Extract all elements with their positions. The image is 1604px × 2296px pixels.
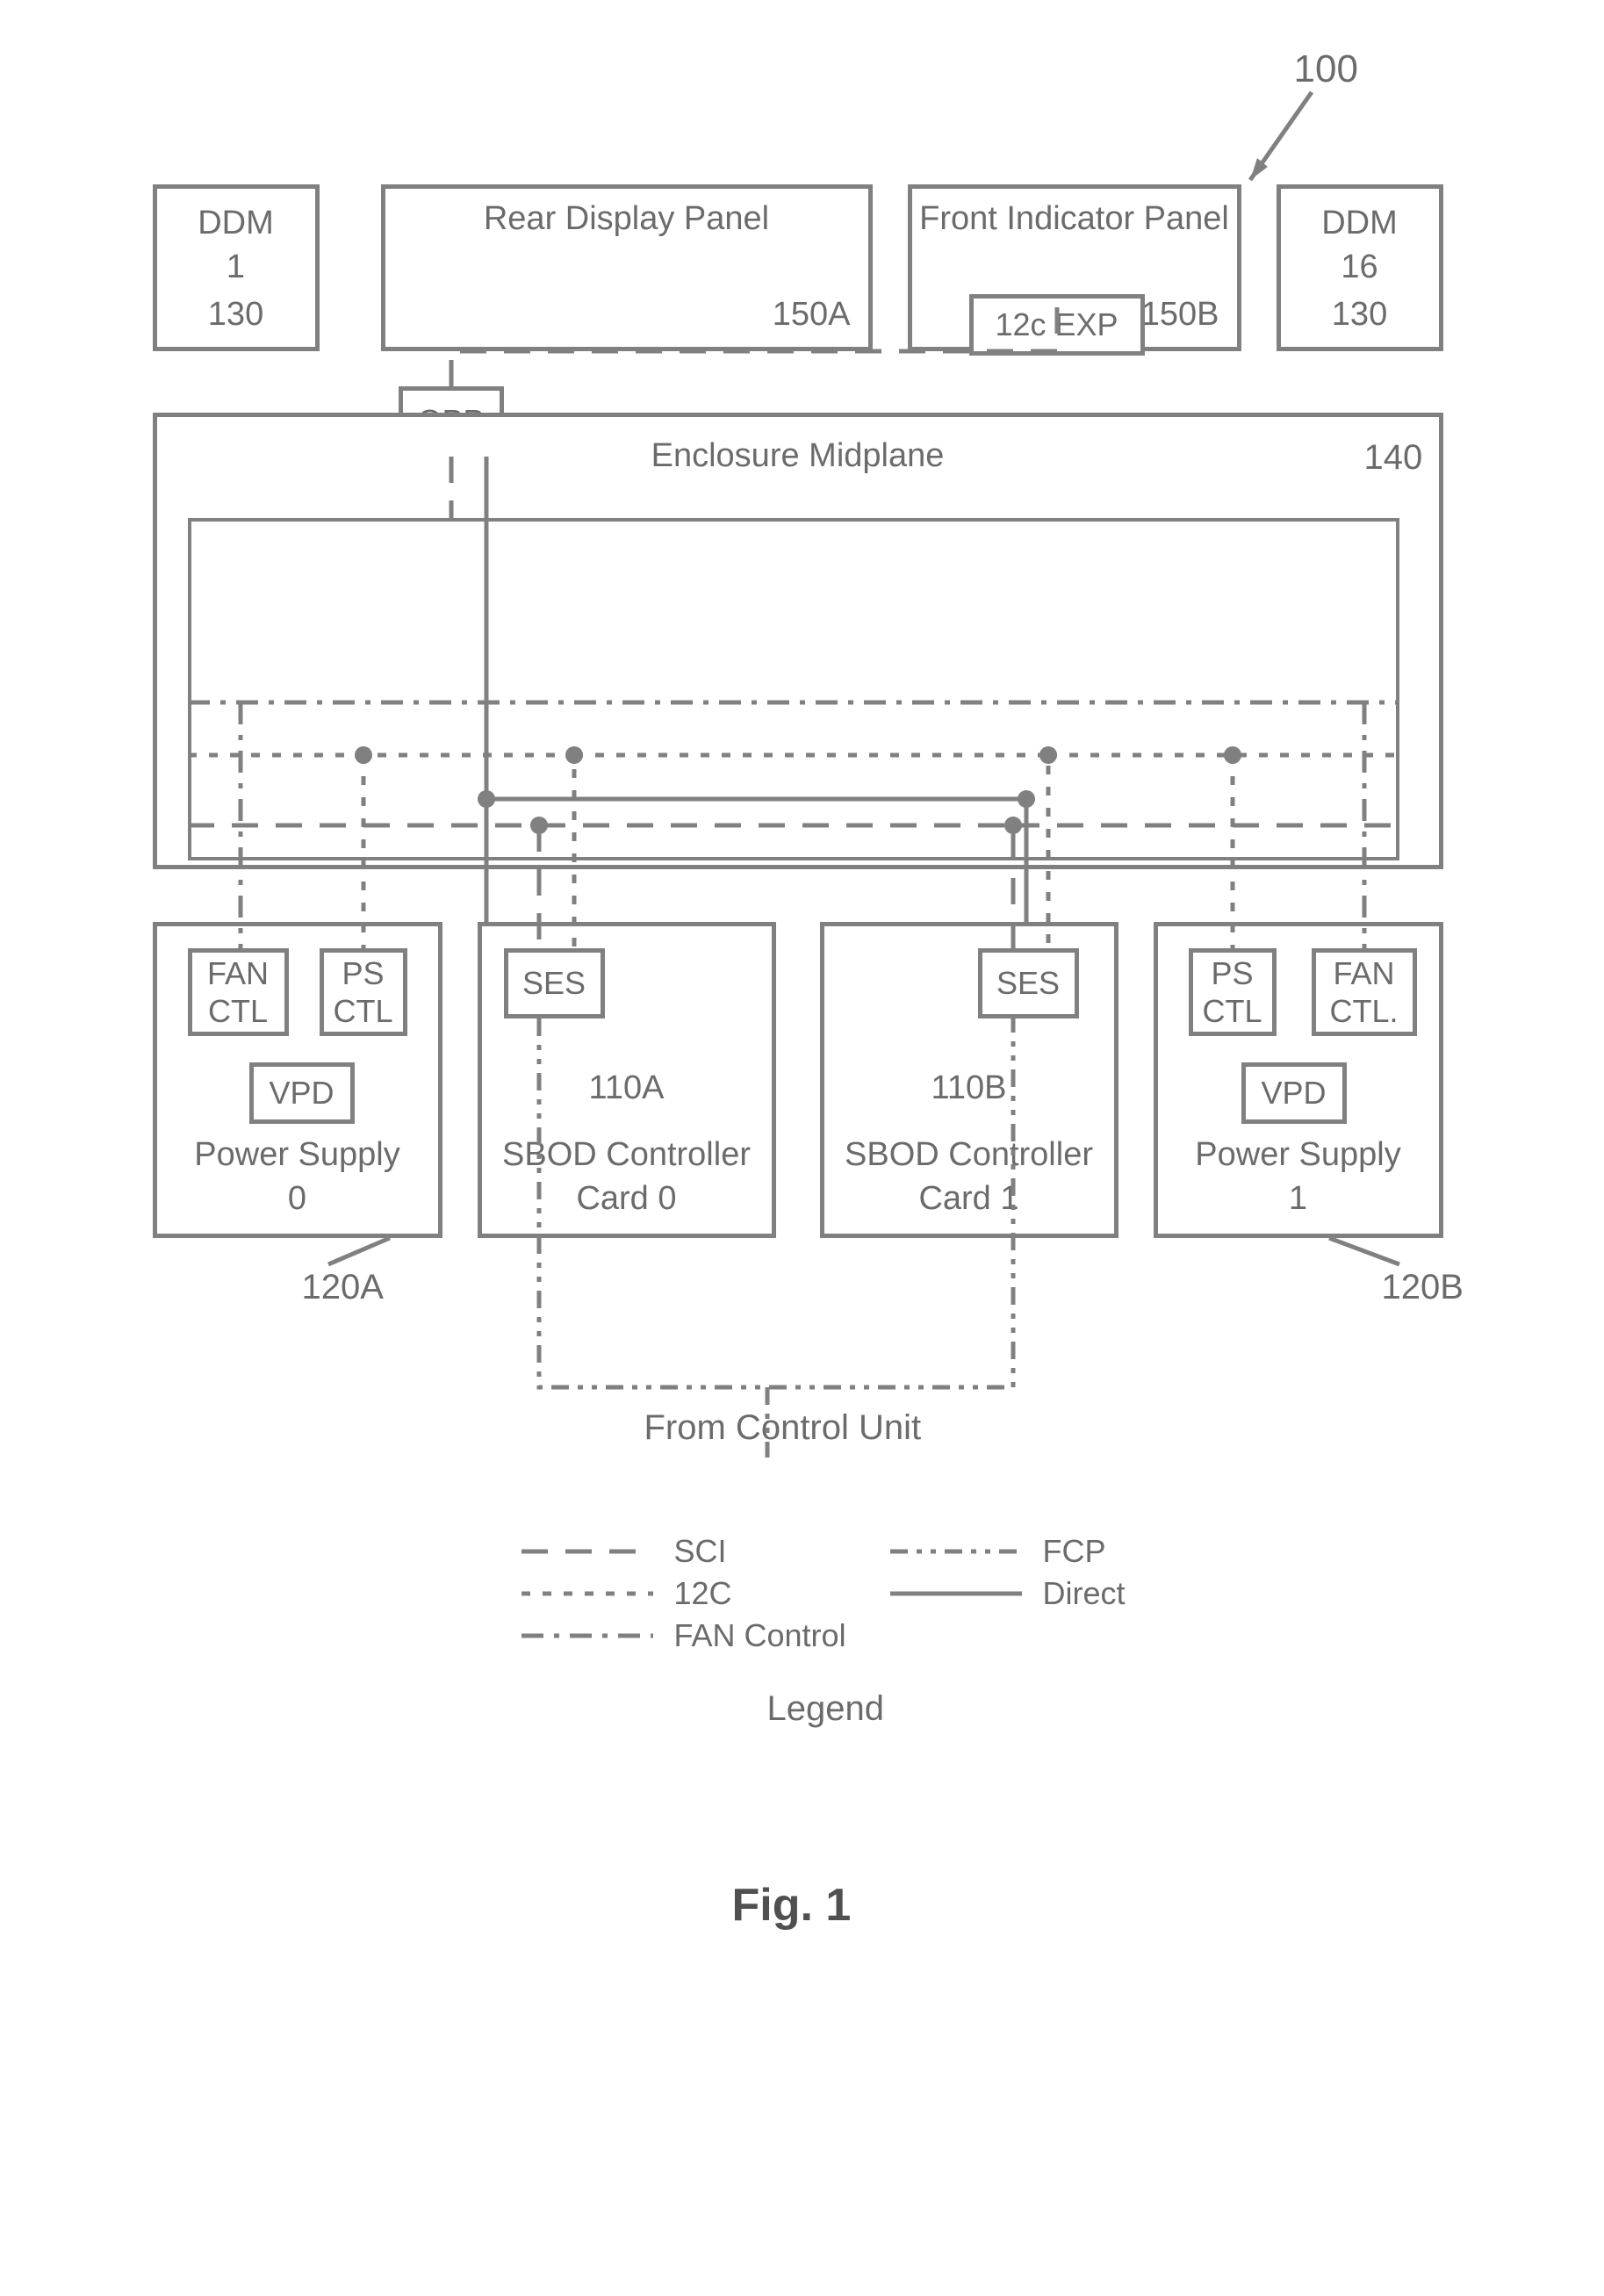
legend-item-sci: SCI	[521, 1533, 846, 1570]
ps-ctl-1-label: PSCTL	[1202, 954, 1262, 1030]
front-panel-ref: 150B	[1141, 296, 1219, 334]
ps-ctl-0-label: PSCTL	[333, 954, 392, 1030]
legend-label: 12C	[674, 1575, 732, 1612]
legend-col1: SCI 12C FAN Control	[521, 1528, 846, 1659]
ddm16-label: DDM16	[1321, 202, 1398, 289]
legend-item-fan: FAN Control	[521, 1617, 846, 1654]
vpd-1-box: VPD	[1241, 1062, 1347, 1124]
i2c-exp-box: 12c EXP	[969, 294, 1145, 356]
midplane-inner	[188, 518, 1399, 860]
ses-0-label: SES	[522, 964, 586, 1002]
legend-col2: FCP Direct	[890, 1528, 1126, 1617]
vpd-0-label: VPD	[269, 1074, 334, 1112]
legend-item-direct: Direct	[890, 1575, 1126, 1612]
vpd-1-label: VPD	[1261, 1074, 1326, 1112]
control-unit-label: From Control Unit	[644, 1405, 922, 1450]
figure-label: Fig. 1	[732, 1879, 852, 1932]
fan-ctl-1-box: FANCTL.	[1312, 948, 1417, 1036]
legend-item-12c: 12C	[521, 1575, 846, 1612]
system-ref: 100	[1294, 44, 1358, 94]
ps1-label: Power Supply1	[1195, 1134, 1400, 1220]
ses-1-box: SES	[978, 948, 1079, 1018]
ddm1-label: DDM1	[198, 202, 274, 289]
rear-panel-label: Rear Display Panel	[484, 198, 769, 241]
midplane-ref: 140	[1364, 435, 1423, 480]
legend-item-fcp: FCP	[890, 1533, 1126, 1570]
rear-panel-ref: 150A	[773, 296, 851, 334]
sbod0-ref: 110A	[589, 1069, 665, 1107]
ddm16-box: DDM16 130	[1277, 184, 1443, 351]
ddm1-box: DDM1 130	[153, 184, 320, 351]
ps-ctl-1-box: PSCTL	[1189, 948, 1277, 1036]
legend-label: FAN Control	[674, 1617, 846, 1654]
legend-label: FCP	[1043, 1533, 1106, 1570]
i2c-exp-label: 12c EXP	[995, 306, 1118, 343]
ses-0-box: SES	[504, 948, 605, 1018]
fan-ctl-0-label: FANCTL	[207, 954, 269, 1030]
ps-ctl-0-box: PSCTL	[320, 948, 407, 1036]
diagram-root: 100 DDM1 130 DDM16 130 Rear Display Pane…	[100, 35, 1505, 2142]
legend-title: Legend	[767, 1686, 884, 1731]
ddm16-ref: 130	[1332, 296, 1387, 334]
ses-1-label: SES	[996, 964, 1060, 1002]
sbod1-label: SBOD ControllerCard 1	[845, 1134, 1093, 1220]
legend-label: SCI	[674, 1533, 727, 1570]
ddm1-ref: 130	[208, 296, 263, 334]
ref-120b: 120B	[1382, 1264, 1464, 1310]
sbod1-ref: 110B	[931, 1069, 1007, 1107]
ref-120a: 120A	[302, 1264, 384, 1310]
midplane-label: Enclosure Midplane	[651, 435, 945, 478]
sbod0-label: SBOD ControllerCard 0	[502, 1134, 751, 1220]
vpd-0-box: VPD	[249, 1062, 355, 1124]
fan-ctl-1-label: FANCTL.	[1329, 954, 1398, 1030]
fan-ctl-0-box: FANCTL	[188, 948, 289, 1036]
legend-label: Direct	[1043, 1575, 1126, 1612]
front-panel-label: Front Indicator Panel	[919, 198, 1229, 241]
ps0-label: Power Supply0	[194, 1134, 399, 1220]
rear-panel-box: Rear Display Panel 150A	[381, 184, 873, 351]
